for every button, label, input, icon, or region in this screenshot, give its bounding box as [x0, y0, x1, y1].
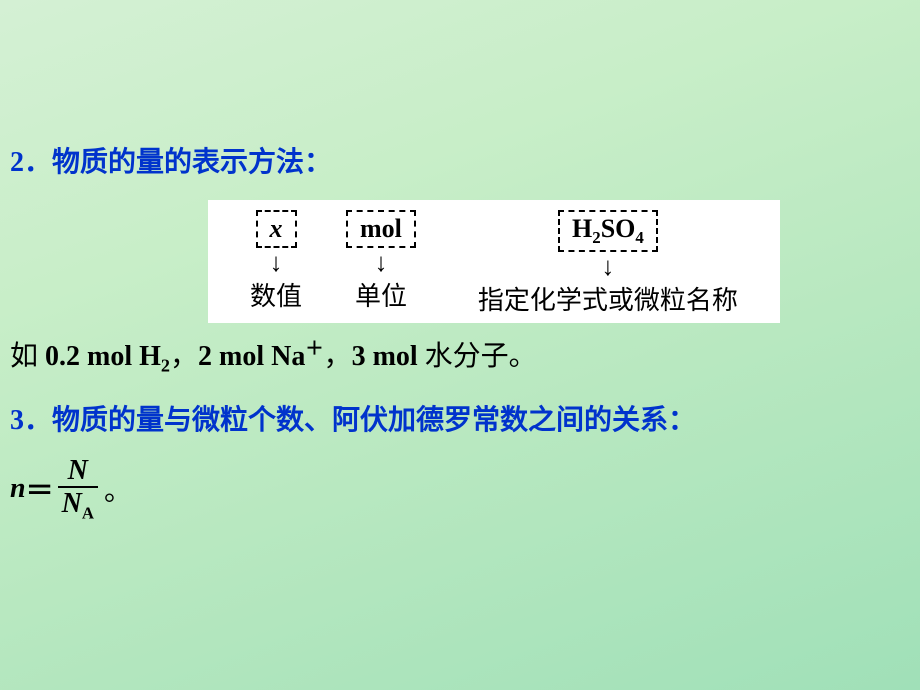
- formula-lhs: n: [10, 473, 26, 505]
- slide-content: 2．物质的量的表示方法： x ↓ 数值 mol ↓ 单位 H2SO4 ↓ 指定化…: [0, 0, 920, 690]
- formula-n-equals: n ＝ N NA 。: [10, 456, 132, 523]
- section-2-number: 2: [10, 147, 24, 178]
- example-sep1: ，: [170, 341, 198, 372]
- formula-period: 。: [104, 469, 132, 509]
- example-line: 如 0.2 mol H2，2 mol Na＋，3 mol 水分子。: [10, 334, 537, 377]
- example-part3a: 3 mol: [352, 341, 425, 372]
- diagram-label-unit: 单位: [355, 276, 407, 313]
- notation-diagram: x ↓ 数值 mol ↓ 单位 H2SO4 ↓ 指定化学式或微粒名称: [208, 200, 780, 323]
- section-2-heading: 2．物质的量的表示方法：: [10, 140, 332, 180]
- diagram-box-x: x: [256, 210, 297, 248]
- section-3-heading: 3．物质的量与微粒个数、阿伏加德罗常数之间的关系：: [10, 398, 696, 438]
- diagram-label-value: 数值: [250, 276, 302, 313]
- diagram-row: x ↓ 数值 mol ↓ 单位 H2SO4 ↓ 指定化学式或微粒名称: [228, 210, 760, 317]
- formula-eq: ＝: [26, 469, 54, 509]
- example-prefix: 如: [10, 341, 45, 372]
- diagram-box-h2so4: H2SO4: [558, 210, 658, 252]
- section-3-title: 物质的量与微粒个数、阿伏加德罗常数之间的关系：: [52, 405, 696, 436]
- example-sep2: ，: [324, 341, 352, 372]
- section-3-number: 3: [10, 405, 24, 436]
- example-part1: 0.2 mol H2: [45, 341, 170, 372]
- diagram-label-formula: 指定化学式或微粒名称: [478, 280, 738, 317]
- section-2-dot: ．: [24, 147, 52, 178]
- diagram-col-unit: mol ↓ 单位: [346, 210, 416, 313]
- arrow-down-icon: ↓: [601, 254, 614, 280]
- arrow-down-icon: ↓: [374, 250, 387, 276]
- diagram-box-mol: mol: [346, 210, 416, 248]
- example-part3b: 水分子。: [425, 341, 537, 372]
- formula-numerator: N: [64, 456, 92, 485]
- arrow-down-icon: ↓: [270, 250, 283, 276]
- section-3-dot: ．: [24, 405, 52, 436]
- diagram-col-value: x ↓ 数值: [250, 210, 302, 313]
- formula-denominator: NA: [58, 489, 98, 522]
- example-part2: 2 mol Na＋: [198, 341, 324, 372]
- formula-fraction: N NA: [58, 456, 98, 523]
- diagram-col-formula: H2SO4 ↓ 指定化学式或微粒名称: [478, 210, 738, 317]
- section-2-title: 物质的量的表示方法：: [52, 147, 332, 178]
